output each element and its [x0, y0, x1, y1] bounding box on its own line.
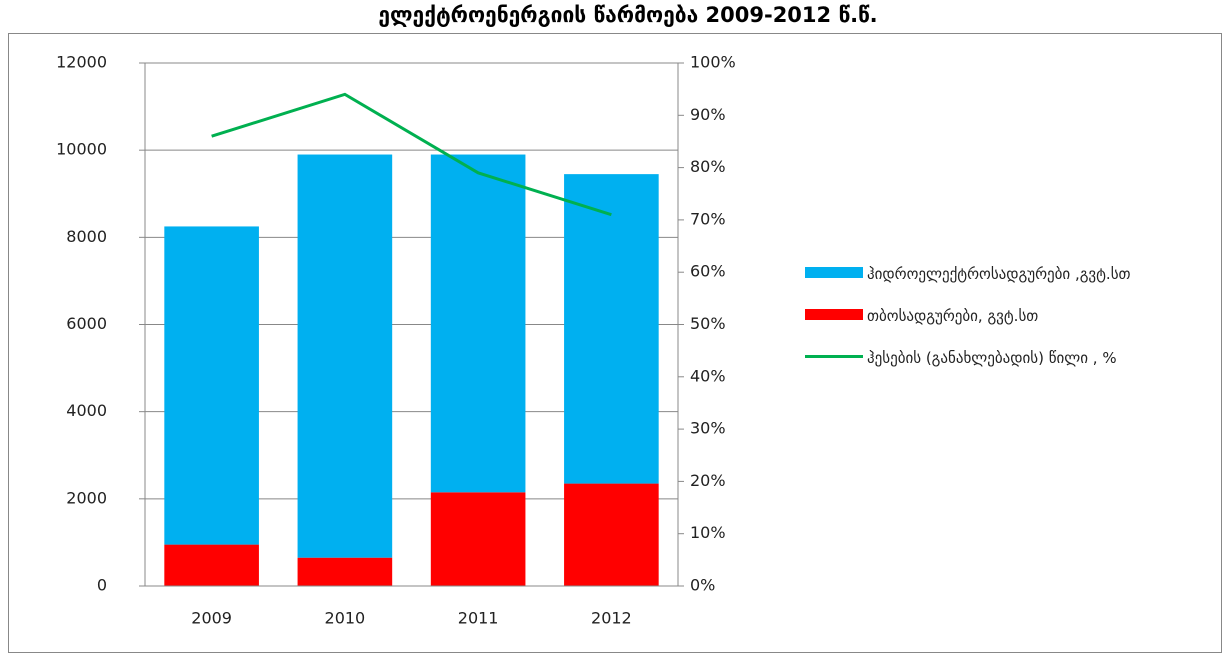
y-tick-label: 10000	[56, 140, 107, 159]
y2-tick-label: 100%	[690, 53, 736, 72]
y2-tick-label: 50%	[690, 314, 726, 333]
y-tick-label: 2000	[66, 488, 107, 507]
y-tick-label: 0	[97, 576, 107, 595]
bar	[430, 492, 526, 586]
bar	[564, 483, 659, 586]
y2-tick-label: 70%	[690, 209, 726, 228]
legend-label: ჰესების (განახლებადის) წილი , %	[867, 349, 1117, 367]
x-tick-label: 2010	[325, 609, 366, 628]
y2-tick-label: 20%	[690, 471, 726, 490]
y-tick-label: 8000	[66, 227, 107, 246]
y2-tick-label: 0%	[690, 576, 715, 595]
bar	[297, 154, 393, 558]
legend-entry: ჰესების (განახლებადის) წილი , %	[805, 346, 1165, 370]
y2-tick-label: 80%	[690, 157, 726, 176]
y2-tick-label: 30%	[690, 419, 726, 438]
legend-entry: ჰიდროელექტროსადგურები ,გვტ.სთ	[805, 262, 1165, 286]
x-tick-label: 2012	[591, 609, 632, 628]
y2-tick-label: 60%	[690, 262, 726, 281]
chart-title: ელექტროენერგიის წარმოება 2009-2012 წ.წ.	[378, 3, 877, 27]
y-tick-label: 4000	[66, 401, 107, 420]
bar	[564, 174, 659, 484]
bar	[164, 226, 259, 545]
legend: ჰიდროელექტროსადგურები ,გვტ.სთ თბოსადგურებ…	[805, 262, 1165, 388]
legend-swatch	[805, 267, 863, 278]
line-series	[211, 92, 612, 217]
x-tick-label: 2009	[191, 609, 232, 628]
legend-entry: თბოსადგურები, გვტ.სთ	[805, 304, 1165, 328]
legend-label: თბოსადგურები, გვტ.სთ	[867, 307, 1039, 325]
bar	[430, 154, 526, 493]
legend-swatch	[805, 309, 863, 320]
x-tick-label: 2011	[458, 609, 499, 628]
y2-tick-label: 40%	[690, 366, 726, 385]
bar	[164, 544, 259, 586]
y2-tick-label: 10%	[690, 523, 726, 542]
y-tick-label: 12000	[56, 53, 107, 72]
y-tick-label: 6000	[66, 314, 107, 333]
chart-border	[8, 33, 1222, 653]
legend-swatch	[805, 355, 863, 358]
legend-label: ჰიდროელექტროსადგურები ,გვტ.სთ	[867, 265, 1131, 283]
y2-tick-label: 90%	[690, 105, 726, 124]
bar	[297, 557, 393, 586]
